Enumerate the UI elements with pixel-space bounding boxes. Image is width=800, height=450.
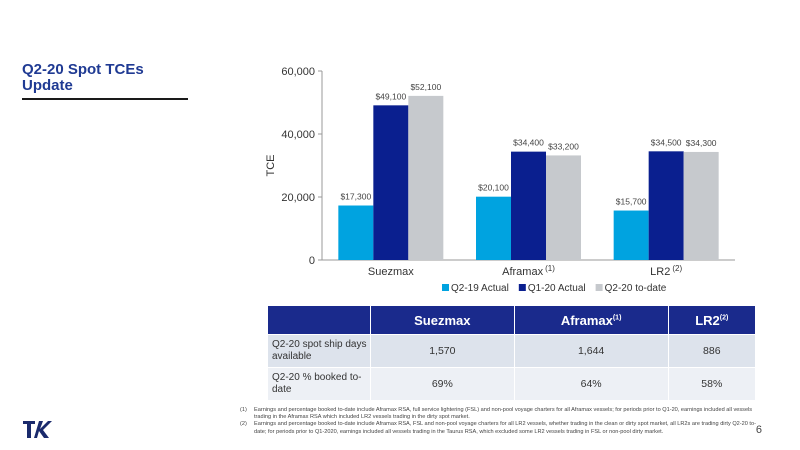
bar [613, 210, 649, 260]
table-cell: 64% [514, 367, 669, 400]
data-label: $49,100 [375, 91, 406, 101]
data-label: $20,100 [478, 183, 509, 193]
y-tick-label: 40,000 [281, 129, 315, 141]
table-header-aframax: Aframax(1) [514, 306, 669, 335]
footnote-1: (1) Earnings and percentage booked to-da… [240, 407, 753, 421]
data-label: $34,500 [651, 137, 682, 147]
bar [683, 151, 719, 260]
tce-bar-chart: 0 20,000 40,000 60,000 TCE Suezmax Aframax (1) L… [265, 66, 735, 294]
y-tick-label: 20,000 [281, 192, 315, 204]
page-title: Q2-20 Spot TCEs Update [22, 61, 144, 94]
y-tick-label: 60,000 [281, 66, 315, 78]
legend-swatch [442, 284, 449, 291]
legend-swatch [518, 284, 526, 291]
legend-swatch [595, 284, 603, 291]
page-number: 6 [755, 424, 762, 436]
table-header-lr2: LR2(2) [668, 306, 757, 335]
legend-label: Q2-19 Actual [451, 283, 509, 294]
bar [476, 196, 511, 260]
bar [511, 151, 546, 260]
bar [373, 105, 409, 261]
table-header-suezmax: Suezmax [370, 306, 515, 335]
table-cell: 58% [668, 367, 757, 400]
footnotes: (1) Earnings and percentage booked to-da… [240, 407, 760, 436]
bar [408, 95, 444, 260]
table-header-row: Suezmax Aframax(1) LR2(2) [268, 306, 757, 335]
bar [338, 205, 374, 260]
table-header-empty [268, 306, 371, 335]
table-row: Q2-20 spot ship days available 1,570 1,6… [268, 334, 757, 368]
bar [546, 155, 581, 260]
data-label: $34,300 [686, 138, 717, 148]
table-cell: 1,570 [370, 334, 515, 368]
table-row-label: Q2-20 % booked to-date [268, 367, 371, 400]
table-cell: 1,644 [514, 334, 669, 368]
x-tick-label: Suezmax [368, 266, 414, 278]
y-tick-label: 0 [309, 255, 315, 267]
data-label: $33,200 [548, 141, 579, 151]
title-divider [22, 98, 188, 100]
bar [648, 151, 684, 260]
table-row-label: Q2-20 spot ship days available [268, 334, 371, 368]
data-label: $52,100 [410, 82, 441, 92]
table-cell: 886 [668, 334, 757, 368]
y-axis-label: TCE [265, 155, 277, 177]
spot-days-table: Suezmax Aframax(1) LR2(2) Q2-20 spot shi… [268, 306, 757, 400]
legend-label: Q2-20 to-date [605, 283, 667, 294]
table-row: Q2-20 % booked to-date 69% 64% 58% [268, 367, 757, 400]
data-label: $15,700 [616, 197, 647, 207]
legend-label: Q1-20 Actual [528, 283, 586, 294]
x-tick-label: LR2 (2) [650, 264, 682, 278]
x-tick-label: Aframax (1) [502, 264, 555, 278]
teekay-logo-icon [23, 421, 52, 438]
data-label: $17,300 [340, 192, 371, 202]
table-cell: 69% [370, 367, 515, 400]
data-label: $34,400 [513, 138, 544, 148]
footnote-2: (2) Earnings and percentage booked to-da… [240, 421, 756, 435]
